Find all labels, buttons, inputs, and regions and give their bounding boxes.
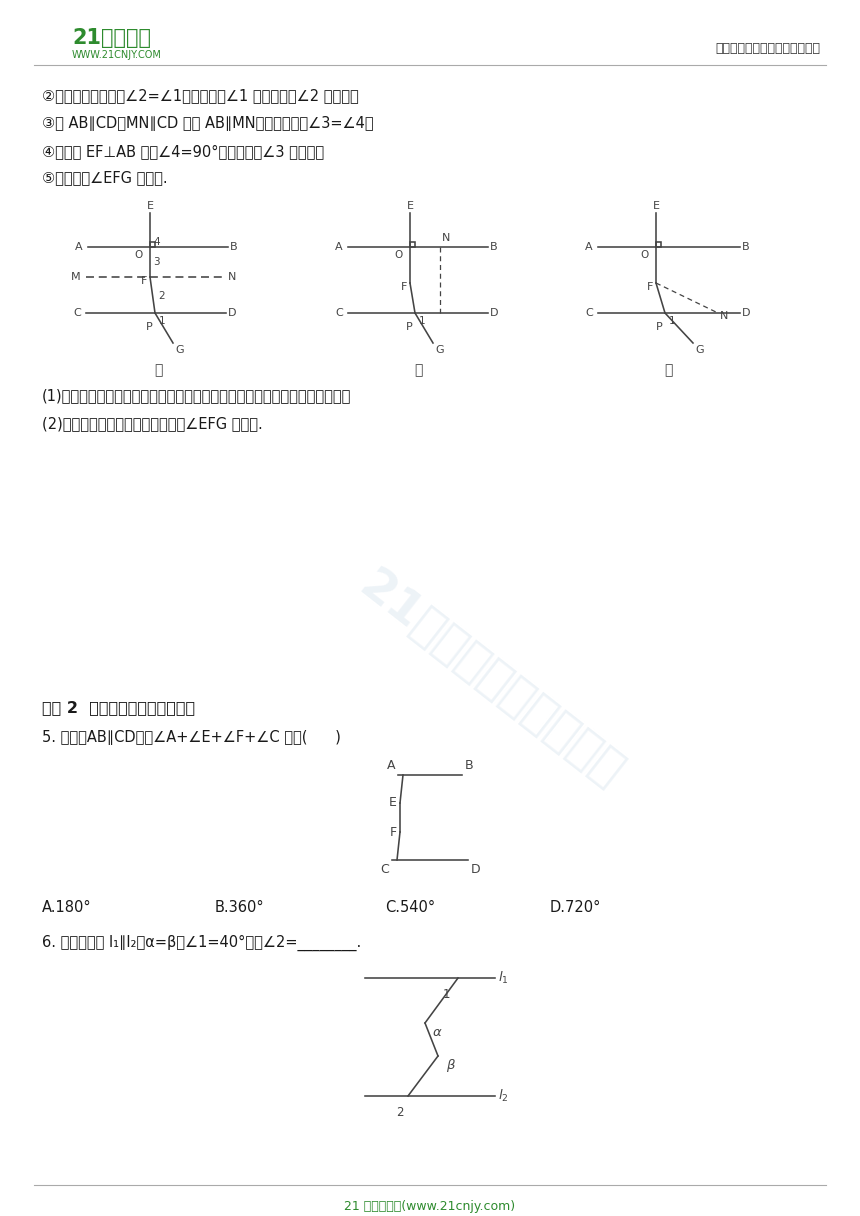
- Text: A: A: [76, 242, 83, 252]
- Text: 4: 4: [153, 237, 160, 247]
- Text: WWW.21CNJY.COM: WWW.21CNJY.COM: [72, 50, 162, 60]
- Text: D: D: [742, 308, 751, 319]
- Text: C: C: [335, 308, 343, 319]
- Text: 1: 1: [442, 987, 450, 1001]
- Text: 2: 2: [158, 291, 164, 302]
- Text: (1)请你根据乙同学所画的图形，描述辅助线的作法，并写出相应的分析思路；: (1)请你根据乙同学所画的图形，描述辅助线的作法，并写出相应的分析思路；: [42, 388, 352, 402]
- Text: A: A: [386, 759, 395, 772]
- Text: M: M: [71, 272, 81, 282]
- Text: B: B: [230, 242, 237, 252]
- Text: A.180°: A.180°: [42, 900, 92, 914]
- Text: 21世纪教育网精选资料: 21世纪教育网精选资料: [350, 563, 630, 796]
- Text: B: B: [742, 242, 750, 252]
- Text: P: P: [146, 322, 153, 332]
- Text: 1: 1: [669, 316, 676, 326]
- Text: O: O: [641, 250, 649, 260]
- Text: E: E: [389, 796, 397, 810]
- Text: B: B: [490, 242, 498, 252]
- Text: E: E: [146, 201, 153, 212]
- Text: C: C: [380, 863, 389, 876]
- Text: A: A: [586, 242, 593, 252]
- Text: C: C: [73, 308, 81, 319]
- Text: 2: 2: [396, 1107, 403, 1119]
- Text: O: O: [395, 250, 403, 260]
- Text: 1: 1: [419, 316, 426, 326]
- Text: P: P: [406, 322, 413, 332]
- Text: N: N: [442, 233, 451, 243]
- Text: 丙: 丙: [664, 364, 673, 377]
- Text: 21世纪教育: 21世纪教育: [72, 28, 151, 47]
- Text: ⑤从而可求∠EFG 的度数.: ⑤从而可求∠EFG 的度数.: [42, 170, 168, 185]
- Text: N: N: [228, 272, 236, 282]
- Text: D.720°: D.720°: [550, 900, 601, 914]
- Text: α: α: [433, 1026, 442, 1038]
- Text: $l_1$: $l_1$: [498, 970, 508, 986]
- Text: D: D: [471, 863, 481, 876]
- Text: ②由辅助线作图可知∠2=∠1，又由已知∠1 的度数可得∠2 的度数；: ②由辅助线作图可知∠2=∠1，又由已知∠1 的度数可得∠2 的度数；: [42, 88, 359, 103]
- Text: G: G: [695, 345, 703, 355]
- Text: E: E: [407, 201, 414, 212]
- Text: (2)请你根据丙同学所画的图形，求∠EFG 的度数.: (2)请你根据丙同学所画的图形，求∠EFG 的度数.: [42, 416, 263, 430]
- Text: 甲: 甲: [154, 364, 163, 377]
- Text: ④由已知 EF⊥AB 可得∠4=90°，所以可得∠3 的度数；: ④由已知 EF⊥AB 可得∠4=90°，所以可得∠3 的度数；: [42, 143, 324, 159]
- Text: 3: 3: [153, 257, 160, 268]
- Text: F: F: [647, 282, 653, 292]
- Text: 类型 2  含多个拐点的平行线问题: 类型 2 含多个拐点的平行线问题: [42, 700, 195, 715]
- Text: ③由 AB∥CD，MN∥CD 推出 AB∥MN，由此可推出∠3=∠4；: ③由 AB∥CD，MN∥CD 推出 AB∥MN，由此可推出∠3=∠4；: [42, 116, 373, 131]
- Text: 6. 如图，直线 l₁∥l₂，α=β，∠1=40°，则∠2=________.: 6. 如图，直线 l₁∥l₂，α=β，∠1=40°，则∠2=________.: [42, 935, 361, 951]
- Text: β: β: [446, 1059, 454, 1073]
- Text: 5. 如图，AB∥CD，则∠A+∠E+∠F+∠C 等于(      ): 5. 如图，AB∥CD，则∠A+∠E+∠F+∠C 等于( ): [42, 730, 341, 745]
- Text: F: F: [390, 826, 397, 839]
- Text: G: G: [175, 345, 184, 355]
- Text: B: B: [465, 759, 474, 772]
- Text: C.540°: C.540°: [385, 900, 435, 914]
- Text: N: N: [720, 311, 728, 321]
- Text: P: P: [656, 322, 663, 332]
- Text: B.360°: B.360°: [215, 900, 265, 914]
- Text: F: F: [401, 282, 407, 292]
- Text: D: D: [228, 308, 236, 319]
- Text: $l_2$: $l_2$: [498, 1088, 508, 1104]
- Text: D: D: [490, 308, 499, 319]
- Text: E: E: [653, 201, 660, 212]
- Text: C: C: [586, 308, 593, 319]
- Text: A: A: [335, 242, 343, 252]
- Text: G: G: [435, 345, 444, 355]
- Text: 中小学教育资源及组卷应用平台: 中小学教育资源及组卷应用平台: [715, 43, 820, 55]
- Text: 1: 1: [159, 316, 166, 326]
- Text: O: O: [135, 250, 143, 260]
- Text: 21 世纪教育网(www.21cnjy.com): 21 世纪教育网(www.21cnjy.com): [345, 1200, 515, 1214]
- Text: F: F: [141, 276, 147, 286]
- Text: 乙: 乙: [414, 364, 422, 377]
